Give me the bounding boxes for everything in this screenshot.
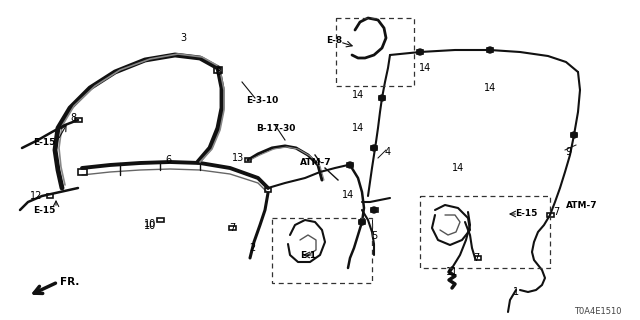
Text: ATM-7: ATM-7 [300, 157, 332, 166]
Text: ATM-7: ATM-7 [566, 201, 598, 210]
Text: 10: 10 [144, 221, 156, 231]
Bar [47, 194, 53, 198]
Text: E-15: E-15 [515, 209, 537, 218]
Bar [272, 218, 372, 283]
Circle shape [379, 95, 385, 101]
Bar [547, 213, 554, 217]
Circle shape [347, 162, 353, 168]
Text: 8: 8 [70, 113, 76, 123]
Bar [74, 118, 81, 122]
Text: E-1: E-1 [300, 251, 316, 260]
Bar [417, 50, 423, 54]
Text: 9: 9 [565, 147, 571, 157]
Circle shape [571, 132, 577, 138]
Bar [359, 220, 365, 224]
Text: 11: 11 [446, 267, 458, 277]
Text: 7: 7 [553, 207, 559, 217]
Text: 1: 1 [513, 287, 519, 297]
Text: E-3-10: E-3-10 [246, 95, 278, 105]
Text: 14: 14 [452, 163, 464, 173]
Bar [265, 188, 271, 192]
Text: 2: 2 [249, 243, 255, 253]
Text: 14: 14 [484, 83, 496, 93]
Text: 3: 3 [180, 33, 186, 43]
Bar [336, 18, 414, 86]
Text: 14: 14 [352, 90, 364, 100]
Bar [571, 133, 577, 137]
Text: FR.: FR. [60, 277, 80, 287]
Circle shape [487, 47, 493, 53]
Text: 4: 4 [385, 147, 391, 157]
Text: 14: 14 [342, 190, 354, 200]
Circle shape [371, 145, 377, 151]
Bar [228, 226, 236, 230]
Text: T0A4E1510: T0A4E1510 [574, 307, 621, 316]
Text: 14: 14 [352, 123, 364, 133]
Text: 7: 7 [229, 223, 235, 233]
Text: 7: 7 [473, 253, 479, 263]
Text: E-15: E-15 [33, 138, 55, 147]
Bar [245, 158, 251, 162]
Bar [77, 169, 86, 175]
Text: 10: 10 [144, 219, 156, 229]
Circle shape [417, 49, 423, 55]
Text: 6: 6 [165, 155, 171, 165]
Circle shape [359, 219, 365, 225]
Bar [475, 256, 481, 260]
Bar [347, 163, 353, 167]
Text: 12: 12 [30, 191, 42, 201]
Text: 8: 8 [215, 67, 221, 77]
Text: E-8: E-8 [326, 36, 342, 44]
Text: 13: 13 [232, 153, 244, 163]
Bar [487, 48, 493, 52]
Bar [214, 67, 222, 73]
Text: B-17-30: B-17-30 [256, 124, 296, 132]
Text: 5: 5 [371, 231, 377, 241]
Bar [379, 96, 385, 100]
Bar [371, 146, 377, 150]
Bar [157, 218, 163, 222]
Text: 14: 14 [419, 63, 431, 73]
Bar [371, 208, 378, 212]
Bar [420, 196, 550, 268]
Text: E-15: E-15 [33, 205, 55, 214]
Circle shape [371, 207, 377, 213]
